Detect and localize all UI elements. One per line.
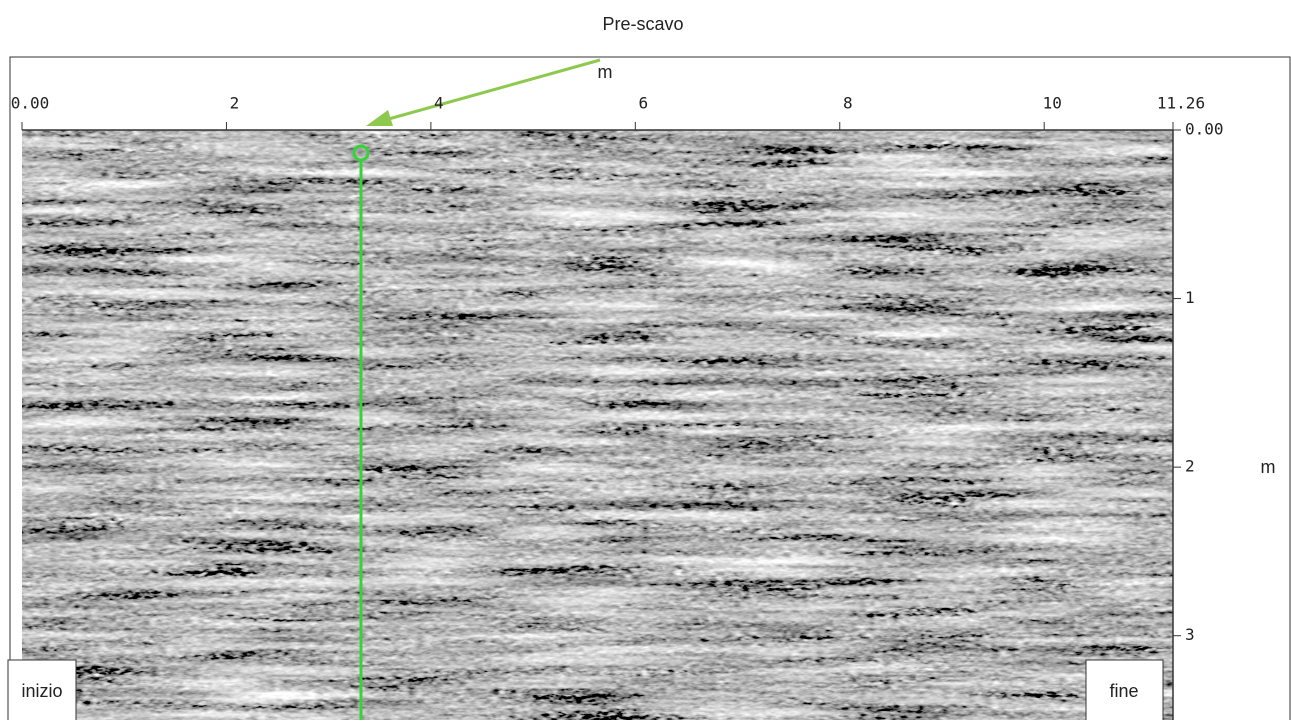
y-tick-label: 2 <box>1185 457 1195 476</box>
y-tick-label: 0.00 <box>1185 120 1224 139</box>
arrow-shaft <box>384 58 601 122</box>
x-tick-label: 10 <box>1043 94 1062 113</box>
radargram <box>22 130 1173 720</box>
x-tick-label: 6 <box>639 94 649 113</box>
start-label: inizio <box>21 681 62 701</box>
start-box <box>7 659 77 723</box>
y-tick-label: 1 <box>1185 288 1195 307</box>
x-tick-label: 8 <box>843 94 853 113</box>
y-axis-label: m <box>1261 457 1276 477</box>
x-tick-label: 11.26 <box>1157 94 1205 113</box>
arrow-head <box>366 110 393 126</box>
end-label: fine <box>1109 681 1138 701</box>
x-tick-label: 4 <box>434 94 444 113</box>
x-tick-label: 0.00 <box>11 94 50 113</box>
x-axis-label: m <box>598 62 613 82</box>
frame <box>9 56 1291 725</box>
annotation: Pre-scavo <box>602 14 683 34</box>
x-tick-label: 2 <box>230 94 240 113</box>
y-tick-label: 3 <box>1185 625 1195 644</box>
marker-point <box>352 144 370 162</box>
